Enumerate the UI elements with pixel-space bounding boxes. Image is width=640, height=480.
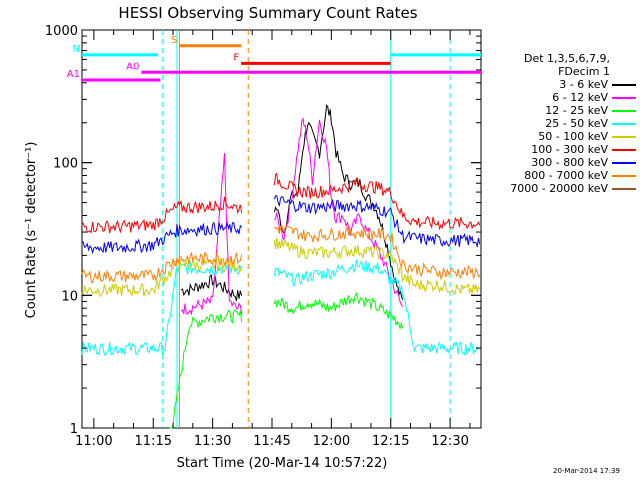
generation-timestamp: 20-Mar-2014 17:39 <box>553 467 620 475</box>
y-tick-label-0: 1 <box>70 422 78 437</box>
x-tick-label-1: 11:15 <box>135 434 172 449</box>
y-tick-label-1: 10 <box>61 289 78 304</box>
legend-label: 100 - 300 keV <box>531 143 608 156</box>
chart-title: HESSI Observing Summary Count Rates <box>118 4 417 22</box>
x-tick-label-5: 12:15 <box>372 434 409 449</box>
series-line-6 <box>81 195 481 255</box>
legend-label: 300 - 800 keV <box>531 156 608 169</box>
legend-header-1: Det 1,3,5,6,7,9, <box>523 52 610 65</box>
marker-label-1: S <box>171 35 177 46</box>
legend-label: 12 - 25 keV <box>545 104 608 117</box>
series-line-4 <box>81 237 481 298</box>
flag-markers: N S F A0 A1 <box>67 35 481 82</box>
y-axis-ticks: 1 10 100 1000 <box>45 24 481 437</box>
legend-item: 6 - 12 keV <box>480 91 638 104</box>
series-line-1 <box>180 116 404 316</box>
series-group <box>81 103 481 429</box>
legend-item: 12 - 25 keV <box>480 104 638 117</box>
legend-label: 50 - 100 keV <box>538 130 608 143</box>
y-tick-label-2: 100 <box>53 157 78 172</box>
legend-label: 6 - 12 keV <box>552 91 608 104</box>
legend-item: 100 - 300 keV <box>480 143 638 156</box>
legend-label: 3 - 6 keV <box>559 78 608 91</box>
legend-swatch <box>612 123 636 125</box>
legend-rows: 3 - 6 keV 6 - 12 keV 12 - 25 keV 25 - 50 ke… <box>480 78 638 195</box>
legend-item: 7000 - 20000 keV <box>480 182 638 195</box>
x-tick-label-2: 11:30 <box>194 434 231 449</box>
y-tick-label-3: 1000 <box>45 24 78 39</box>
marker-label-3: A0 <box>126 61 139 72</box>
legend-label: 7000 - 20000 keV <box>510 182 608 195</box>
series-line-7 <box>81 224 481 284</box>
x-tick-label-3: 11:45 <box>253 434 290 449</box>
x-axis-ticks: 11:00 11:15 11:30 11:45 12:00 12:15 12:30 <box>75 30 471 449</box>
legend-swatch <box>612 97 636 99</box>
legend-swatch <box>612 188 636 190</box>
y-axis-label: Count Rate (s⁻¹ detector⁻¹) <box>24 142 39 319</box>
legend-item: 25 - 50 keV <box>480 117 638 130</box>
series-line-3 <box>81 259 480 356</box>
legend-swatch <box>612 162 636 164</box>
marker-label-2: F <box>233 52 239 63</box>
x-tick-label-4: 12:00 <box>313 434 350 449</box>
legend-swatch <box>612 175 636 177</box>
legend-label: 25 - 50 keV <box>545 117 608 130</box>
legend-swatch <box>612 110 636 112</box>
legend-swatch <box>612 149 636 151</box>
series-line-5 <box>81 172 481 234</box>
x-tick-label-0: 11:00 <box>75 434 112 449</box>
legend-item: 800 - 7000 keV <box>480 169 638 182</box>
marker-label-4: A1 <box>67 69 80 80</box>
legend-item: 300 - 800 keV <box>480 156 638 169</box>
legend: Det 1,3,5,6,7,9, FDecim 1 3 - 6 keV 6 - 1… <box>480 52 638 195</box>
legend-label: 800 - 7000 keV <box>524 169 608 182</box>
observation-boundary-lines <box>162 30 451 428</box>
legend-item: 50 - 100 keV <box>480 130 638 143</box>
legend-swatch <box>612 136 636 138</box>
series-line-2 <box>169 291 404 429</box>
legend-swatch <box>612 84 636 86</box>
legend-item: 3 - 6 keV <box>480 78 638 91</box>
x-axis-label: Start Time (20-Mar-14 10:57:22) <box>177 456 388 471</box>
x-tick-label-6: 12:30 <box>431 434 468 449</box>
plot-frame <box>81 29 482 429</box>
legend-header-2: FDecim 1 <box>558 65 610 78</box>
marker-label-0: N <box>73 44 80 55</box>
